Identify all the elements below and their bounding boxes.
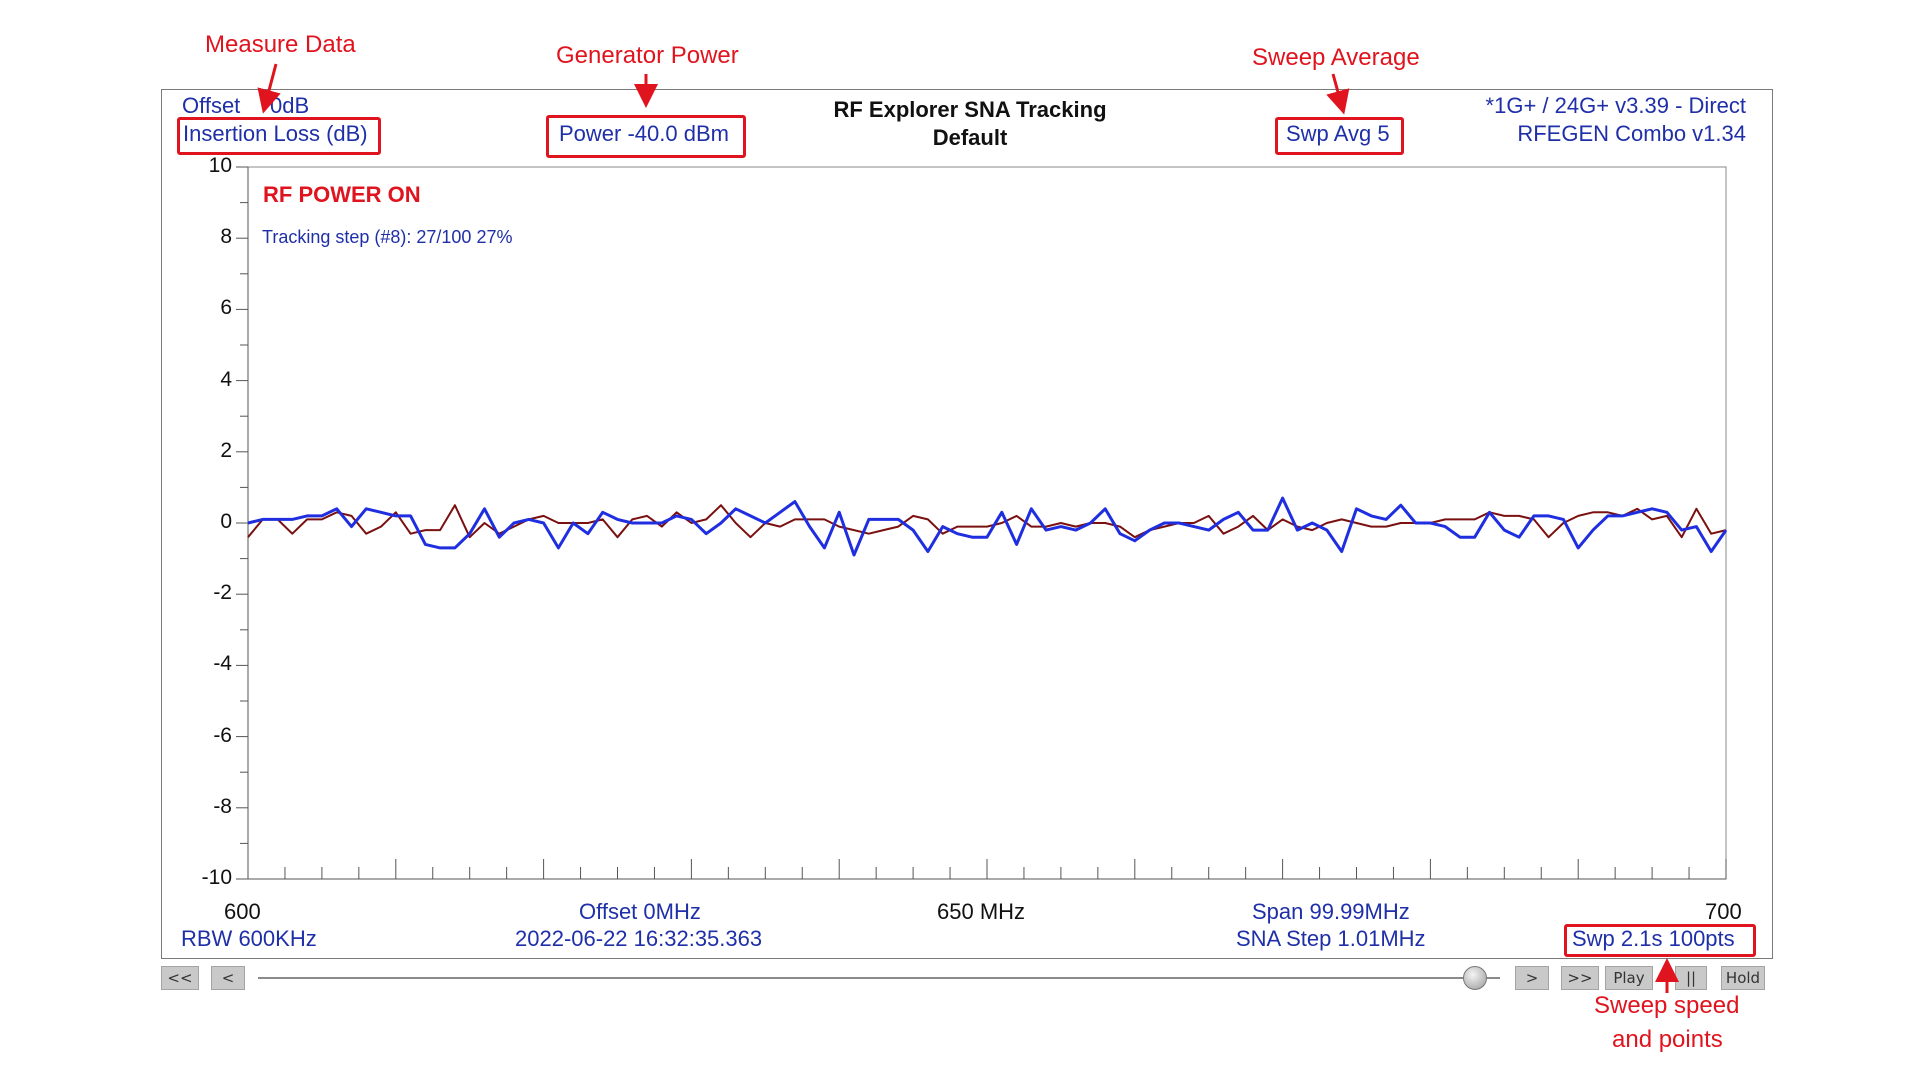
measure-mode[interactable]: Insertion Loss (dB) <box>183 121 368 146</box>
x-tick-label-end: 700 <box>1705 899 1742 924</box>
chart-title-line1: RF Explorer SNA Tracking <box>833 97 1107 122</box>
sweep-average-highlight <box>1275 117 1404 155</box>
step-back-button[interactable]: < <box>211 966 245 990</box>
annotation-sweep-speed: Sweep speed <box>1594 992 1740 1019</box>
sweep-slider-knob[interactable] <box>1463 966 1488 990</box>
offset-frequency: Offset 0MHz <box>579 899 701 924</box>
y-tick-label: 8 <box>220 225 232 249</box>
tracking-step: Tracking step (#8): 27/100 27% <box>262 227 513 247</box>
annotation-sweep-average: Sweep Average <box>1252 44 1420 71</box>
sweep-slider-track[interactable] <box>258 977 1500 979</box>
step-forward-button[interactable]: > <box>1515 966 1549 990</box>
sna-step-value: SNA Step 1.01MHz <box>1236 926 1426 951</box>
fast-forward-button[interactable]: >> <box>1561 966 1599 990</box>
y-tick-label: 2 <box>220 438 232 462</box>
rf-power-status: RF POWER ON <box>263 182 421 207</box>
chart-title: RF Explorer SNA Tracking Default <box>820 96 1120 152</box>
plot-area <box>247 166 1727 880</box>
offset-label: Offset <box>182 93 241 118</box>
generator-power[interactable]: Power -40.0 dBm <box>559 121 729 146</box>
x-tick-label-start: 600 <box>224 899 261 924</box>
trace-current-line <box>247 496 1728 557</box>
annotation-and-points: and points <box>1612 1026 1723 1053</box>
play-button[interactable]: Play <box>1605 966 1653 990</box>
y-tick-label: -8 <box>213 794 232 818</box>
measure-data-highlight <box>177 117 381 155</box>
hold-button[interactable]: Hold <box>1721 966 1765 990</box>
y-tick-label: 10 <box>208 154 232 177</box>
chart-title-line2: Default <box>932 125 1008 150</box>
x-tick-label-center: 650 MHz <box>937 899 1026 924</box>
y-tick-label: -2 <box>213 581 232 605</box>
y-tick-label: -4 <box>213 652 232 676</box>
y-tick-label: 6 <box>220 296 232 320</box>
sweep-speed-highlight <box>1564 924 1756 957</box>
y-tick-label: -10 <box>201 866 232 889</box>
y-tick-label: 0 <box>220 510 232 533</box>
y-tick-label: 4 <box>220 367 232 391</box>
rewind-button[interactable]: << <box>161 966 199 990</box>
pause-button[interactable]: || <box>1675 966 1707 990</box>
sweep-average[interactable]: Swp Avg 5 <box>1286 121 1390 146</box>
timestamp: 2022-06-22 16:32:35.363 <box>515 926 763 951</box>
plot-traces <box>247 496 1728 557</box>
span-value: Span 99.99MHz <box>1252 899 1410 924</box>
firmware-version: *1G+ / 24G+ v3.39 - Direct <box>1485 93 1746 118</box>
sweep-time-points[interactable]: Swp 2.1s 100pts <box>1572 926 1735 951</box>
rbw-value: RBW 600KHz <box>181 926 317 951</box>
annotation-generator-power: Generator Power <box>556 42 739 69</box>
y-tick-label: -6 <box>213 723 232 747</box>
annotation-measure-data: Measure Data <box>205 31 356 58</box>
generator-firmware: RFEGEN Combo v1.34 <box>1517 121 1746 146</box>
generator-power-highlight <box>546 115 746 158</box>
